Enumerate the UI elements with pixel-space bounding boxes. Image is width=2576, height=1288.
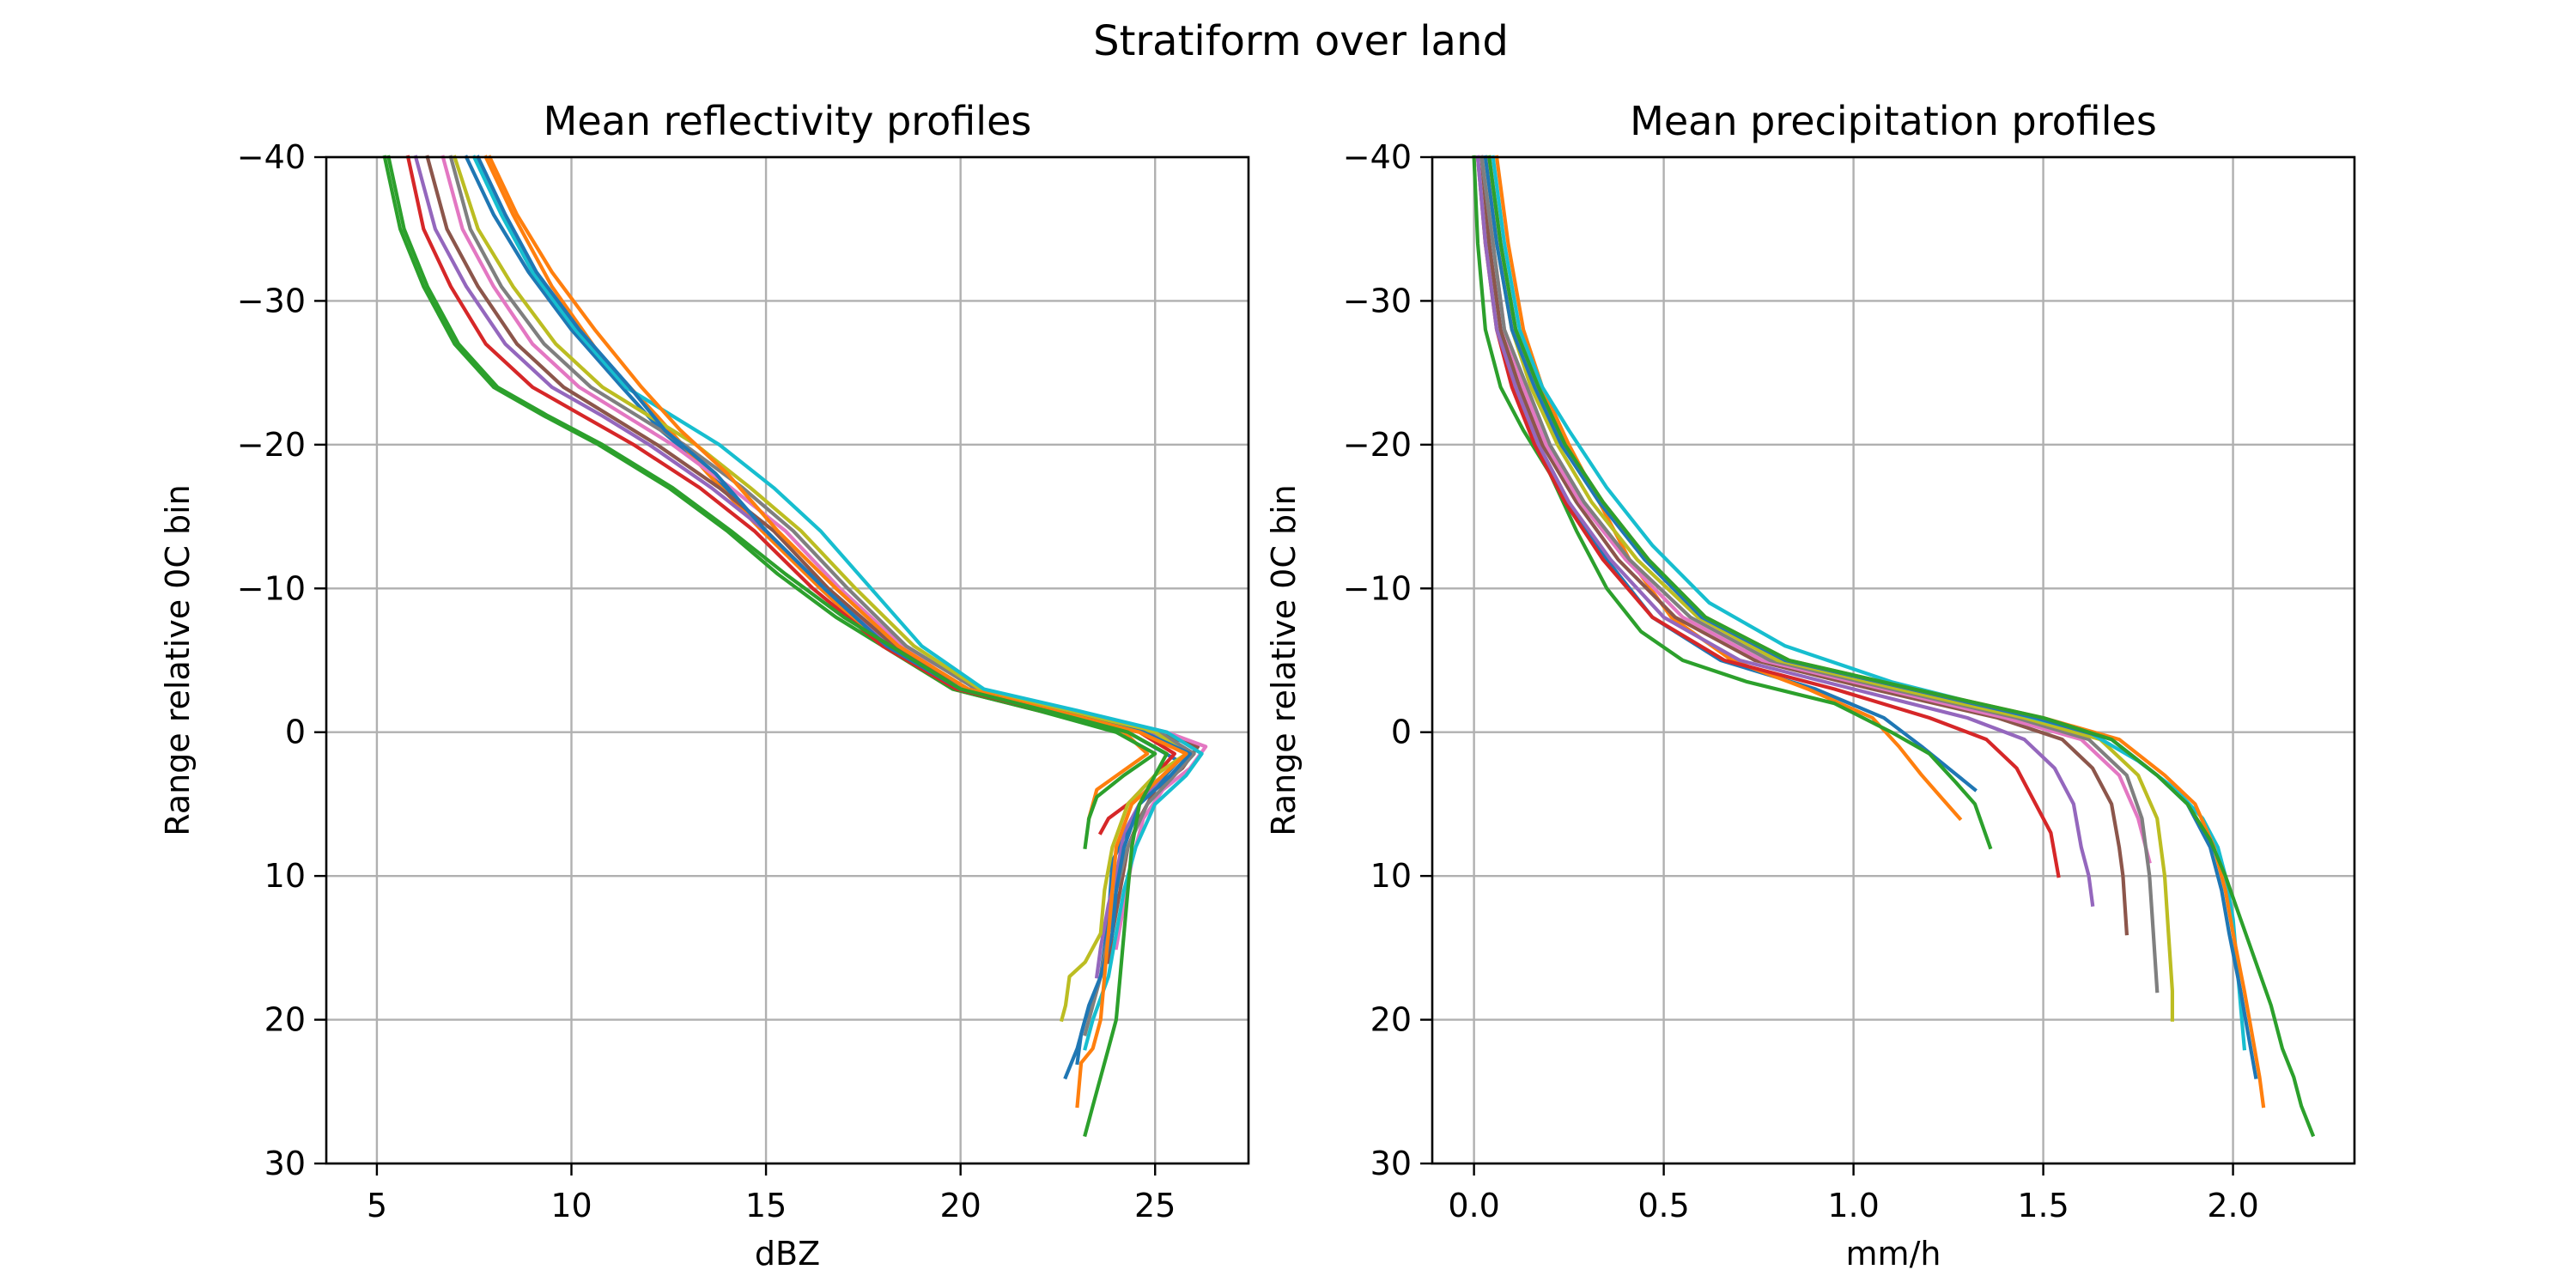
panel2-xtick-label-0-0: 0.0: [1448, 1187, 1499, 1224]
panel1-xaxis-label: dBZ: [755, 1235, 820, 1273]
panel2-xaxis-label: mm/h: [1846, 1235, 1941, 1273]
panel2-axes-frame: [1431, 155, 2356, 1165]
panel2-xtick-label-0-5: 0.5: [1637, 1187, 1689, 1224]
panel1-series-line-1: [464, 155, 1181, 1080]
panel2-series-line-6: [1479, 155, 2129, 936]
panel2-xtick-label-1-5: 1.5: [2017, 1187, 2069, 1224]
panel2-ytick-label-10: 10: [1370, 857, 1412, 895]
panel2-series-line-11: [1483, 155, 2258, 1079]
panel2-ytick-label-10: −10: [1343, 569, 1412, 607]
panel2-series-line-5: [1475, 155, 2095, 907]
panel1-ytick-label-20: −20: [237, 426, 306, 464]
panel2-series-line-8: [1479, 155, 2160, 993]
panel1-ytick-label-0: 0: [285, 714, 306, 751]
panel1-series-line-2: [483, 155, 1150, 821]
panel1-xtick-label-10: 10: [550, 1187, 592, 1224]
panel2-ytick-label-30: 30: [1370, 1145, 1412, 1182]
panel2-series-line-3: [1472, 155, 1993, 850]
precipitation-panel: 0.0 0.5 1.0 1.5 2.0 −40 −30 −20 −10 0 10 20 30 Mean p…: [1265, 98, 2356, 1273]
panel1-yaxis-label: Range relative 0C bin: [159, 484, 197, 835]
panel2-ytick-label-0: 0: [1391, 714, 1412, 751]
panel1-ytick-label-10: 10: [264, 857, 306, 895]
panel2-series-line-13: [1486, 155, 2316, 1138]
panel2-ytick-label-30: −30: [1343, 282, 1412, 319]
panel1-series-line-7: [440, 155, 1208, 951]
panel1-ytick-label-20: 20: [264, 1001, 306, 1039]
reflectivity-panel: 5 10 15 20 25 −40 −30 −20 −10 0 10 20 30 Mean reflect…: [159, 98, 1250, 1273]
panel1-ytick-label-30: 30: [264, 1145, 306, 1182]
panel1-title: Mean reflectivity profiles: [544, 98, 1032, 144]
panel1-ytick-label-40: −40: [237, 138, 306, 176]
panel2-series-line-4: [1475, 155, 2061, 878]
panel1-axes-frame: [325, 155, 1250, 1165]
panel2-series-line-10: [1491, 155, 2247, 1051]
panel1-series-group: [382, 155, 1208, 1138]
panel2-ytick-label-20: 20: [1370, 1001, 1412, 1039]
panel1-series-line-10: [471, 155, 1204, 1051]
panel1-series-line-13: [386, 155, 1169, 1138]
panel1-xtick-label-5: 5: [367, 1187, 387, 1224]
panel2-ytick-label-20: −20: [1343, 426, 1412, 464]
panel1-series-line-3: [382, 155, 1157, 850]
panel2-xtick-label-1-0: 1.0: [1827, 1187, 1879, 1224]
panel2-series-line-12: [1486, 155, 2266, 1109]
panel1-ytick-label-10: −10: [237, 569, 306, 607]
panel1-xtick-label-20: 20: [939, 1187, 981, 1224]
panel2-yaxis-label: Range relative 0C bin: [1265, 484, 1303, 835]
panel2-grid: [1432, 155, 2354, 1165]
figure-suptitle: Stratiform over land: [1093, 17, 1509, 65]
panel1-xtick-label-25: 25: [1134, 1187, 1176, 1224]
panel2-ytick-label-40: −40: [1343, 138, 1412, 176]
panel1-ytick-label-30: −30: [237, 282, 306, 319]
panel2-series-group: [1472, 155, 2316, 1138]
panel2-series-line-9: [1483, 155, 2174, 1022]
panel1-series-line-12: [487, 155, 1188, 1109]
panel1-xtick-label-15: 15: [745, 1187, 787, 1224]
panel2-xtick-label-2-0: 2.0: [2207, 1187, 2258, 1224]
panel2-title: Mean precipitation profiles: [1630, 98, 2157, 144]
panel2-series-line-2: [1494, 155, 1963, 822]
